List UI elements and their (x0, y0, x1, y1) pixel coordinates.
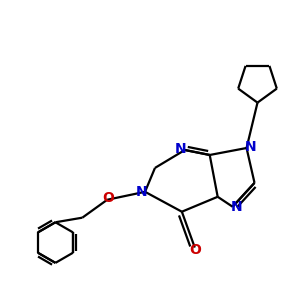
Text: N: N (231, 200, 242, 214)
Text: O: O (102, 191, 114, 205)
Text: O: O (189, 243, 201, 257)
Text: N: N (135, 185, 147, 199)
Text: N: N (175, 142, 187, 156)
Text: N: N (244, 140, 256, 154)
